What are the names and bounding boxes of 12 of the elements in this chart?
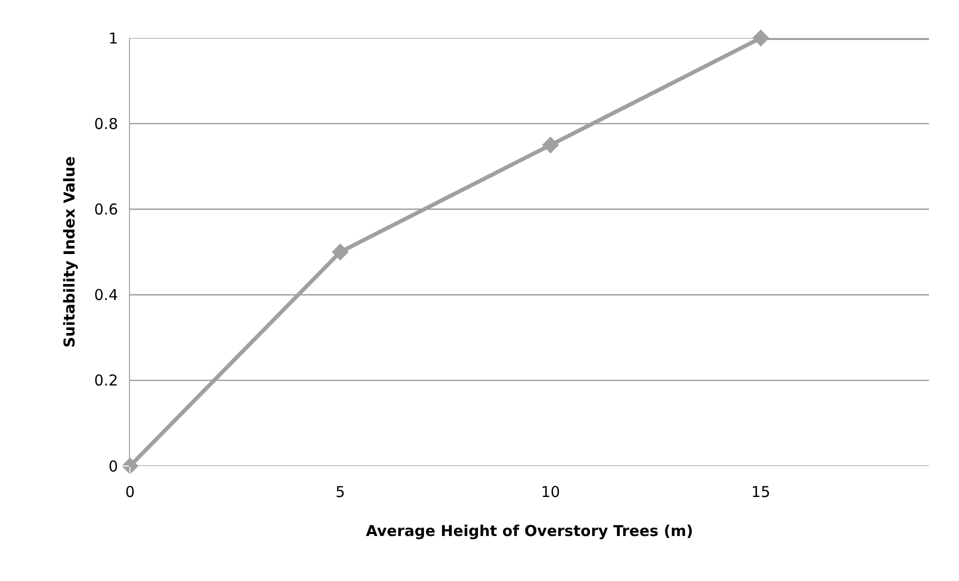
x-tick-label: 0 — [125, 483, 135, 501]
y-tick-label: 0 — [108, 457, 118, 476]
y-tick-label: 0.6 — [94, 200, 118, 218]
x-tick-label: 5 — [335, 483, 346, 501]
x-tick-label: 15 — [751, 483, 770, 501]
y-tick-label: 0.8 — [94, 114, 118, 133]
x-axis-title: Average Height of Overstory Trees (m) — [366, 522, 694, 540]
y-axis-title: Suitability Index Value — [60, 156, 78, 348]
y-tick-label: 0.2 — [94, 372, 118, 390]
y-tick-label: 0.4 — [94, 286, 118, 304]
y-tick-label: 1 — [108, 29, 118, 48]
x-tick-label: 10 — [540, 483, 560, 501]
